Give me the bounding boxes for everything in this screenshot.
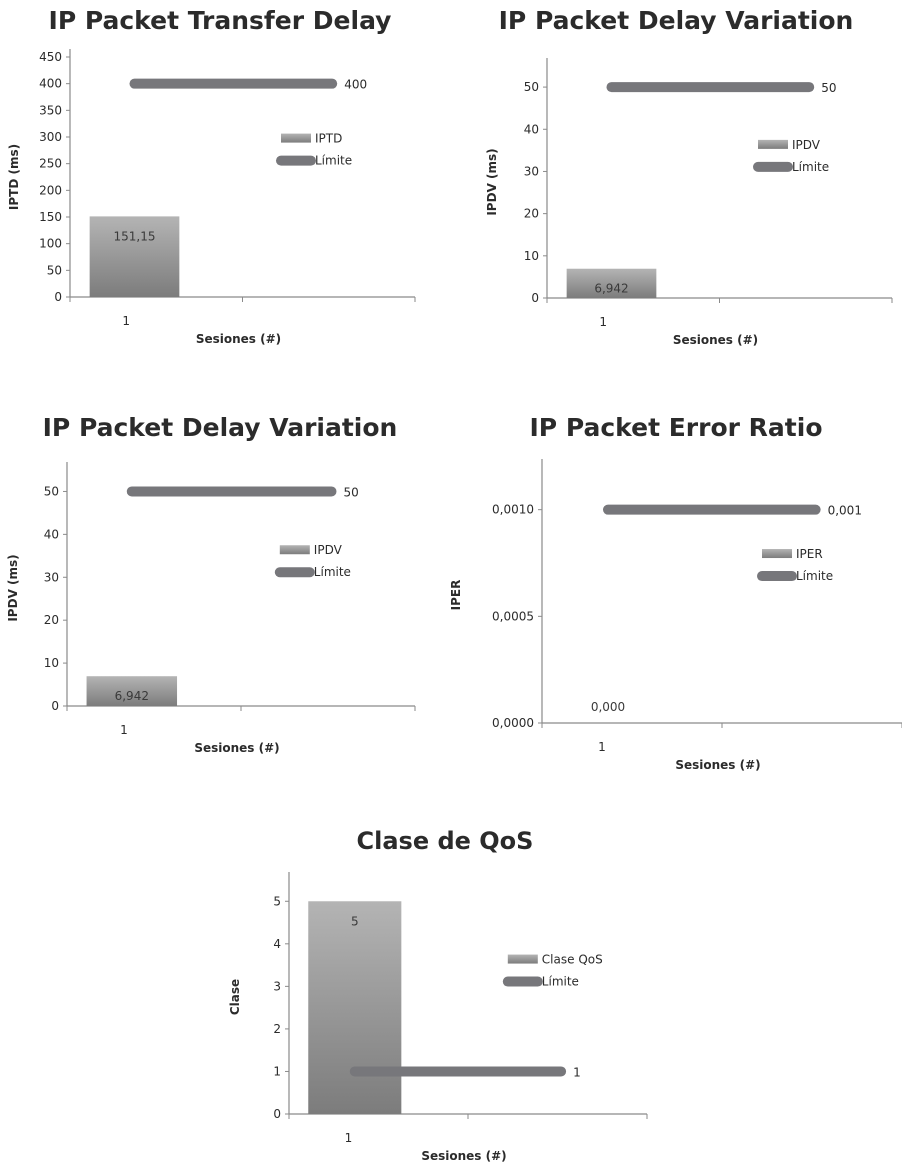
y-tick-label: 0	[273, 1107, 281, 1121]
legend-swatch-bar	[281, 133, 311, 143]
chart-plot: 0 1 2 3 4 5 1 Sesiones (#) Clase 5 1 Clase QoS Límit…	[228, 872, 648, 1163]
legend-swatch-bar	[762, 549, 792, 559]
chart-ipdv-bottom: IP Packet Delay Variation 0 10 20 30 40 50 1 Se…	[0, 405, 440, 770]
chart-iper: IP Packet Error Ratio 0,0000 0,0005 0,0010…	[449, 405, 902, 785]
y-axis-label: IPER	[449, 580, 463, 611]
y-axis-label: IPDV (ms)	[485, 148, 499, 215]
x-axis-label: Sesiones (#)	[421, 1149, 506, 1163]
y-tick-label: 200	[39, 183, 62, 197]
y-tick-label: 0,0000	[492, 716, 534, 730]
y-tick-label: 0,0010	[492, 503, 534, 517]
limit-data-label: 0,001	[828, 504, 862, 518]
limit-data-label: 400	[344, 78, 367, 92]
chart-iptd: IP Packet Transfer Delay 0 50 100 150 200 250…	[0, 0, 440, 360]
y-tick-label: 150	[39, 210, 62, 224]
x-tick-label: 1	[599, 315, 607, 329]
bar	[566, 268, 657, 298]
limit-data-label: 1	[573, 1065, 581, 1079]
limit-data-label: 50	[343, 485, 358, 499]
chart-title: IP Packet Error Ratio	[529, 413, 823, 442]
y-tick-label: 5	[273, 894, 281, 908]
chart-plot: 0 10 20 30 40 50 1 Sesiones (#) IPDV (ms) 6,942 50…	[6, 462, 416, 755]
chart-plot: 0 50 100 150 200 250 300 350 400 450 1 Sesiones (#)…	[7, 49, 416, 346]
x-axis-label: Sesiones (#)	[194, 741, 279, 755]
y-tick-label: 0	[54, 290, 62, 304]
legend-label-bar: IPER	[796, 547, 823, 561]
y-tick-label: 20	[44, 613, 59, 627]
x-tick-label: 1	[345, 1131, 353, 1145]
legend-swatch-bar	[279, 545, 310, 555]
legend-label-limit: Límite	[792, 160, 829, 174]
legend-label-limit: Límite	[796, 569, 833, 583]
y-tick-label: 300	[39, 130, 62, 144]
y-tick-label: 30	[524, 164, 539, 178]
y-tick-label: 20	[524, 207, 539, 221]
x-tick-label: 1	[122, 314, 130, 328]
chart-title: IP Packet Delay Variation	[42, 413, 398, 442]
y-tick-label: 350	[39, 103, 62, 117]
y-tick-label: 50	[44, 484, 59, 498]
y-axis-label: IPTD (ms)	[7, 144, 21, 210]
legend-label-bar: IPTD	[315, 132, 342, 146]
legend-label-bar: IPDV	[314, 543, 343, 557]
legend-label-bar: Clase QoS	[542, 953, 603, 967]
y-tick-label: 50	[47, 263, 62, 277]
chart-title: IP Packet Delay Variation	[498, 6, 854, 35]
bar	[89, 216, 180, 297]
chart-qos-class: Clase de QoS 0 1 2 3 4 5 1 Sesiones (#) Clase 5 1 C…	[215, 815, 675, 1165]
chart-plot: 0 10 20 30 40 50 1 Sesiones (#) IPDV (ms) 6,942 50…	[485, 58, 893, 347]
y-tick-label: 400	[39, 77, 62, 91]
y-tick-label: 50	[524, 80, 539, 94]
bar	[86, 676, 178, 706]
legend-label-limit: Límite	[542, 975, 579, 989]
legend-label-bar: IPDV	[792, 138, 821, 152]
y-tick-label: 0	[51, 699, 59, 713]
chart-ipdv-top: IP Packet Delay Variation 0 10 20 30 40 50 1 Se…	[450, 0, 902, 360]
y-tick-label: 250	[39, 157, 62, 171]
y-axis-label: Clase	[228, 979, 242, 1015]
chart-title: Clase de QoS	[356, 827, 534, 855]
chart-title: IP Packet Transfer Delay	[48, 6, 392, 35]
bar-data-label: 0,000	[591, 700, 625, 714]
legend-swatch-bar	[758, 139, 788, 149]
bar-data-label: 6,942	[115, 689, 149, 703]
y-tick-label: 30	[44, 570, 59, 584]
y-tick-label: 4	[273, 937, 281, 951]
x-axis-label: Sesiones (#)	[196, 332, 281, 346]
y-tick-label: 3	[273, 979, 281, 993]
legend-label-limit: Límite	[314, 565, 351, 579]
y-tick-label: 0,0005	[492, 609, 534, 623]
bar-data-label: 151,15	[114, 229, 156, 243]
x-axis-label: Sesiones (#)	[673, 333, 758, 347]
y-axis-label: IPDV (ms)	[6, 554, 20, 621]
x-tick-label: 1	[598, 740, 606, 754]
x-axis-label: Sesiones (#)	[675, 758, 760, 772]
legend-label-limit: Límite	[315, 154, 352, 168]
y-tick-label: 450	[39, 50, 62, 64]
y-tick-label: 2	[273, 1022, 281, 1036]
limit-data-label: 50	[821, 81, 836, 95]
legend-swatch-bar	[507, 954, 538, 964]
y-tick-label: 100	[39, 237, 62, 251]
bar	[308, 901, 402, 1114]
bar-data-label: 6,942	[594, 282, 628, 296]
y-tick-label: 0	[531, 291, 539, 305]
y-tick-label: 10	[44, 656, 59, 670]
bar-data-label: 5	[351, 914, 359, 928]
y-tick-label: 1	[273, 1064, 281, 1078]
y-tick-label: 40	[524, 122, 539, 136]
y-tick-label: 40	[44, 527, 59, 541]
chart-plot: 0,0000 0,0005 0,0010 1 Sesiones (#) IPER 0,000…	[449, 459, 902, 772]
x-tick-label: 1	[120, 723, 128, 737]
y-tick-label: 10	[524, 249, 539, 263]
